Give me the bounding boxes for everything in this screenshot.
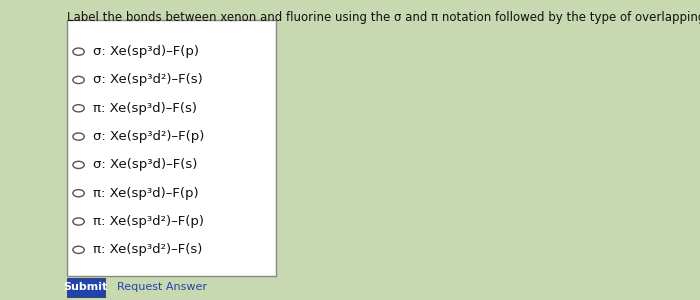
Circle shape (73, 161, 84, 169)
Text: Request Answer: Request Answer (117, 282, 206, 292)
Circle shape (73, 190, 84, 197)
Text: σ: Xe(sp³d²)–F(p): σ: Xe(sp³d²)–F(p) (93, 130, 204, 143)
Text: π: Xe(sp³d)–F(s): π: Xe(sp³d)–F(s) (93, 102, 197, 115)
FancyBboxPatch shape (66, 20, 276, 276)
Text: π: Xe(sp³d)–F(p): π: Xe(sp³d)–F(p) (93, 187, 199, 200)
Circle shape (73, 76, 84, 84)
Circle shape (73, 133, 84, 140)
Text: Label the bonds between xenon and fluorine using the σ and π notation followed b: Label the bonds between xenon and fluori… (66, 11, 700, 23)
Text: σ: Xe(sp³d)–F(s): σ: Xe(sp³d)–F(s) (93, 158, 197, 171)
FancyBboxPatch shape (66, 278, 105, 297)
Text: π: Xe(sp³d²)–F(p): π: Xe(sp³d²)–F(p) (93, 215, 204, 228)
Circle shape (73, 105, 84, 112)
Text: σ: Xe(sp³d)–F(p): σ: Xe(sp³d)–F(p) (93, 45, 199, 58)
Text: π: Xe(sp³d²)–F(s): π: Xe(sp³d²)–F(s) (93, 243, 202, 256)
Circle shape (73, 218, 84, 225)
Text: σ: Xe(sp³d²)–F(s): σ: Xe(sp³d²)–F(s) (93, 74, 202, 86)
Circle shape (73, 48, 84, 55)
Text: Submit: Submit (64, 282, 108, 292)
Circle shape (73, 246, 84, 254)
